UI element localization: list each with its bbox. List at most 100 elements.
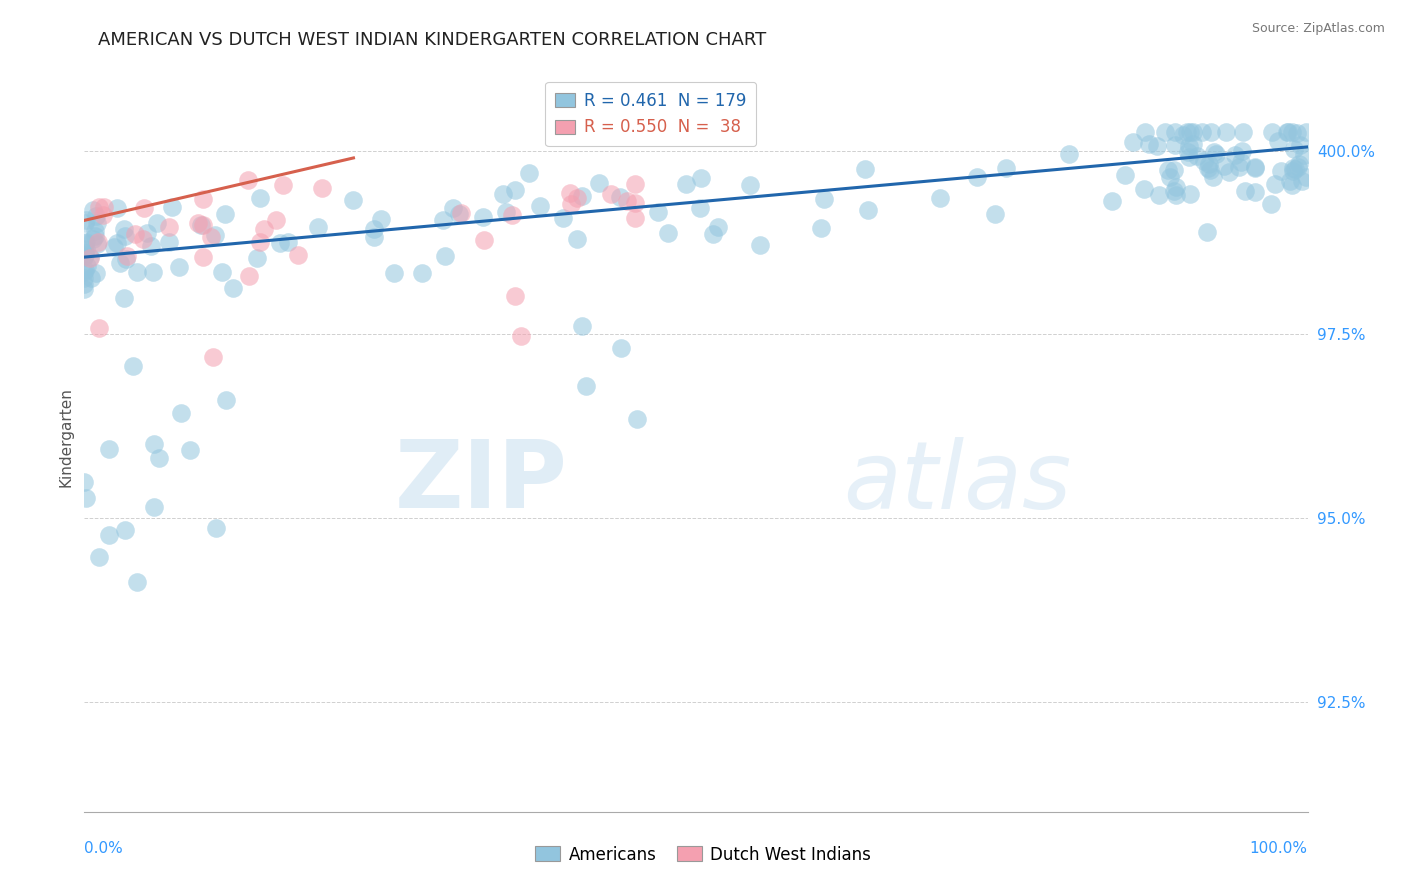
Point xyxy=(1205,146,1227,161)
Text: 0.0%: 0.0% xyxy=(84,841,124,856)
Point xyxy=(1288,160,1310,174)
Point xyxy=(114,523,136,537)
Point xyxy=(1281,125,1303,139)
Point xyxy=(624,177,647,191)
Point xyxy=(434,249,457,263)
Point xyxy=(474,233,496,247)
Point xyxy=(157,219,180,234)
Point xyxy=(190,218,212,232)
Point xyxy=(1133,181,1156,195)
Point xyxy=(624,196,647,211)
Point xyxy=(675,177,697,191)
Point xyxy=(73,250,96,264)
Point xyxy=(1227,161,1250,175)
Point xyxy=(311,181,333,195)
Point xyxy=(1191,125,1213,139)
Point xyxy=(105,235,128,250)
Point xyxy=(1295,125,1317,139)
Point xyxy=(112,222,135,236)
Point xyxy=(167,260,190,274)
Point xyxy=(191,218,214,232)
Point xyxy=(1164,180,1187,194)
Point xyxy=(89,321,111,335)
Point xyxy=(307,219,329,234)
Point xyxy=(1133,125,1156,139)
Point xyxy=(1295,170,1317,185)
Point xyxy=(1177,139,1199,153)
Point xyxy=(1215,125,1237,139)
Point xyxy=(273,178,295,192)
Point xyxy=(191,250,214,264)
Point xyxy=(1137,137,1160,152)
Point xyxy=(93,200,115,214)
Point xyxy=(1244,161,1267,175)
Text: ZIP: ZIP xyxy=(395,436,568,528)
Point xyxy=(73,216,96,230)
Point xyxy=(1232,125,1254,139)
Point xyxy=(1279,174,1302,188)
Point xyxy=(1194,154,1216,169)
Point xyxy=(370,211,392,226)
Point xyxy=(80,270,103,285)
Point xyxy=(689,170,711,185)
Point xyxy=(1197,161,1219,176)
Point xyxy=(125,265,148,279)
Point xyxy=(1243,160,1265,174)
Point xyxy=(215,392,238,407)
Point xyxy=(79,251,101,265)
Point xyxy=(79,250,101,264)
Point xyxy=(342,194,364,208)
Point xyxy=(148,450,170,465)
Point xyxy=(200,230,222,244)
Point xyxy=(269,236,291,251)
Point xyxy=(1284,161,1306,176)
Point xyxy=(97,442,120,457)
Point xyxy=(170,406,193,420)
Point xyxy=(75,235,97,249)
Point xyxy=(510,328,533,343)
Point xyxy=(124,227,146,241)
Point xyxy=(1198,156,1220,170)
Point xyxy=(107,201,129,215)
Point xyxy=(363,230,385,244)
Point xyxy=(103,240,125,254)
Point xyxy=(238,268,260,283)
Point xyxy=(702,227,724,241)
Point xyxy=(449,207,471,221)
Point xyxy=(382,266,405,280)
Point xyxy=(567,232,589,246)
Point xyxy=(75,263,97,277)
Point xyxy=(141,265,163,279)
Point xyxy=(73,270,96,285)
Point xyxy=(73,277,96,291)
Point xyxy=(249,235,271,249)
Legend: R = 0.461  N = 179, R = 0.550  N =  38: R = 0.461 N = 179, R = 0.550 N = 38 xyxy=(546,82,756,146)
Point xyxy=(142,436,165,450)
Point xyxy=(115,252,138,266)
Point xyxy=(551,211,574,225)
Point xyxy=(626,411,648,425)
Point xyxy=(75,235,97,250)
Point xyxy=(91,208,114,222)
Point xyxy=(86,216,108,230)
Point xyxy=(84,266,107,280)
Point xyxy=(624,211,647,225)
Point xyxy=(1122,135,1144,149)
Point xyxy=(503,289,526,303)
Point xyxy=(1286,126,1309,140)
Point xyxy=(125,575,148,590)
Point xyxy=(1177,145,1199,159)
Point xyxy=(277,235,299,250)
Point xyxy=(110,256,132,270)
Point xyxy=(565,191,588,205)
Point xyxy=(1264,177,1286,191)
Point xyxy=(853,162,876,177)
Text: AMERICAN VS DUTCH WEST INDIAN KINDERGARTEN CORRELATION CHART: AMERICAN VS DUTCH WEST INDIAN KINDERGART… xyxy=(98,31,766,49)
Point xyxy=(202,350,225,364)
Point xyxy=(571,319,593,334)
Point xyxy=(1202,145,1225,159)
Point xyxy=(87,235,110,249)
Point xyxy=(492,186,515,201)
Point xyxy=(575,378,598,392)
Point xyxy=(1284,142,1306,156)
